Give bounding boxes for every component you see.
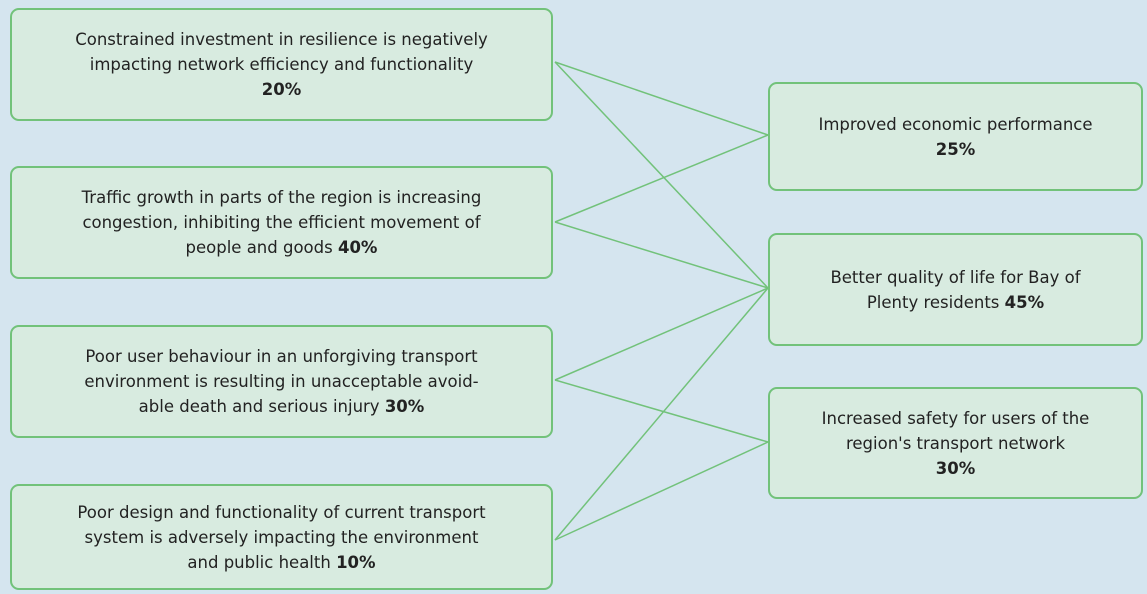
text: Constrained investment in resilience is … xyxy=(75,30,488,49)
benefit-box: Better quality of life for Bay of Plenty … xyxy=(768,233,1143,346)
text-line: Poor design and functionality of current… xyxy=(77,500,485,525)
text-line: 20% xyxy=(262,77,302,102)
problem-box: Constrained investment in resilience is … xyxy=(10,8,553,121)
text: and public health xyxy=(187,552,331,572)
text-line: region's transport network xyxy=(846,431,1065,456)
text-line: 30% xyxy=(936,456,976,481)
weight: 25% xyxy=(935,139,976,159)
text-line: able death and serious injury 30% xyxy=(139,394,425,419)
text: able death and serious injury xyxy=(138,397,380,416)
text-line: impacting network efficiency and functio… xyxy=(90,52,473,77)
weight: 10% xyxy=(336,552,376,572)
text: Traffic growth in parts of the region is… xyxy=(81,188,482,207)
connector xyxy=(554,221,769,289)
text: Improved economic performance xyxy=(818,114,1093,134)
text: Poor user behaviour in an unforgiving tr… xyxy=(85,347,478,366)
benefit-box: Increased safety for users of the region'… xyxy=(768,387,1143,499)
problem-box: Traffic growth in parts of the region is… xyxy=(10,166,553,279)
text: system is adversely impacting the enviro… xyxy=(84,527,479,547)
text: impacting network efficiency and functio… xyxy=(89,55,474,74)
text-line: Improved economic performance xyxy=(818,112,1092,137)
problem-box: Poor design and functionality of current… xyxy=(10,484,553,590)
text-line: Constrained investment in resilience is … xyxy=(75,27,488,52)
text-line: 25% xyxy=(936,137,976,162)
text: Better quality of life for Bay of xyxy=(830,267,1081,287)
weight: 40% xyxy=(337,238,378,257)
connector xyxy=(554,379,769,443)
text: people and goods xyxy=(185,238,333,257)
text-line: system is adversely impacting the enviro… xyxy=(85,525,479,550)
text-line: Increased safety for users of the xyxy=(822,406,1090,431)
weight: 45% xyxy=(1004,292,1045,312)
connector xyxy=(554,287,769,381)
text: Increased safety for users of the xyxy=(821,408,1090,428)
weight: 20% xyxy=(261,80,302,99)
connector xyxy=(554,61,769,136)
text-line: Poor user behaviour in an unforgiving tr… xyxy=(85,344,477,369)
text-line: Better quality of life for Bay of xyxy=(830,265,1080,290)
connector xyxy=(554,61,769,289)
text: Poor design and functionality of current… xyxy=(77,502,486,522)
text-line: and public health 10% xyxy=(187,550,375,575)
text: environment is resulting in unacceptable… xyxy=(84,372,479,391)
problem-box: Poor user behaviour in an unforgiving tr… xyxy=(10,325,553,438)
text-line: congestion, inhibiting the efficient mov… xyxy=(82,210,480,235)
connector xyxy=(554,287,769,541)
weight: 30% xyxy=(935,458,976,478)
text-line: Traffic growth in parts of the region is… xyxy=(82,185,482,210)
text-line: environment is resulting in unacceptable… xyxy=(84,369,478,394)
connector xyxy=(554,134,769,223)
text: congestion, inhibiting the efficient mov… xyxy=(82,213,481,232)
text-line: people and goods 40% xyxy=(186,235,378,260)
text: Plenty residents xyxy=(866,292,1000,312)
connector xyxy=(554,441,769,541)
benefit-box: Improved economic performance 25% xyxy=(768,82,1143,191)
text-line: Plenty residents 45% xyxy=(867,290,1044,315)
text: region's transport network xyxy=(845,433,1066,453)
weight: 30% xyxy=(384,397,425,416)
